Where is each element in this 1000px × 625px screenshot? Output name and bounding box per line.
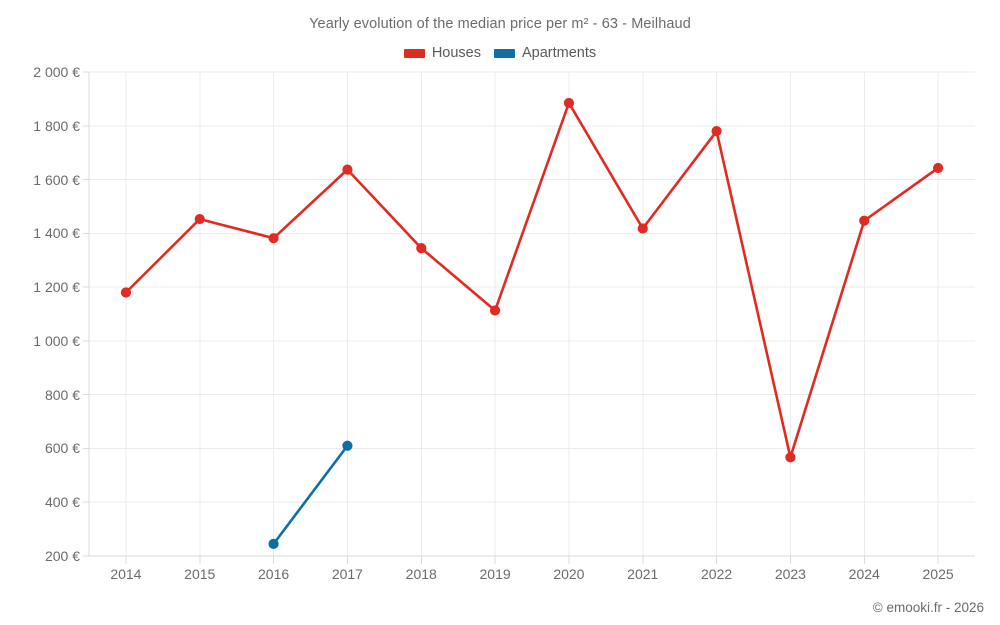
y-axis-tick-label: 200 € — [44, 548, 80, 564]
series-line — [272, 444, 349, 546]
legend-swatch-icon — [494, 48, 515, 58]
y-axis-tick-label: 2 000 € — [33, 64, 80, 80]
legend-item-houses[interactable]: Houses — [403, 45, 481, 61]
data-point[interactable] — [932, 162, 944, 174]
data-point[interactable] — [120, 287, 132, 298]
x-axis-tick-label: 2017 — [331, 566, 363, 582]
data-point[interactable] — [194, 213, 205, 225]
x-axis-tick-label: 2016 — [258, 566, 290, 582]
x-axis-tick-label: 2014 — [110, 566, 142, 582]
data-point[interactable] — [416, 243, 427, 254]
y-axis-tick-label: 800 € — [44, 386, 80, 403]
y-axis-tick-label: 1 400 € — [33, 225, 80, 242]
series-line — [124, 101, 940, 459]
data-point[interactable] — [563, 97, 575, 109]
x-axis-tick-label: 2022 — [701, 566, 733, 582]
x-axis-tick-label: 2024 — [848, 566, 880, 582]
legend-item-label: Houses — [431, 45, 481, 61]
x-axis-tick-label: 2018 — [405, 566, 437, 582]
chart-title: Yearly evolution of the median price per… — [309, 16, 691, 32]
y-axis-tick-label: 1 200 € — [33, 279, 80, 296]
footer-credit: © emooki.fr - 2026 — [872, 600, 984, 615]
y-axis-tick-labels: 2 000 € 1 800 € 1 600 € 1 400 € 1 200 € 1 000… — [0, 0, 80, 625]
y-axis-tick-label: 400 € — [44, 494, 80, 511]
y-axis-tick-label: 1 800 € — [33, 117, 80, 134]
data-point[interactable] — [489, 305, 501, 316]
data-point[interactable] — [859, 215, 870, 226]
series-apartments — [268, 440, 353, 550]
data-point[interactable] — [711, 126, 722, 137]
x-axis-tick-label: 2023 — [774, 566, 806, 582]
data-point[interactable] — [268, 538, 279, 550]
legend-item-label: Apartments — [522, 45, 597, 61]
y-axis-tick-label: 1 600 € — [33, 171, 80, 188]
x-axis-tick-label: 2015 — [184, 566, 216, 582]
data-point[interactable] — [268, 233, 279, 244]
grid-lines — [83, 71, 975, 564]
y-axis-tick-label: 1 000 € — [33, 332, 80, 349]
x-axis-tick-label: 2020 — [553, 566, 585, 582]
data-point[interactable] — [785, 452, 796, 463]
x-axis-tick-label: 2025 — [922, 566, 954, 582]
x-axis-tick-label: 2021 — [627, 566, 659, 582]
legend-item-apartments[interactable]: Apartments — [494, 45, 596, 61]
data-point[interactable] — [342, 440, 353, 451]
data-point[interactable] — [637, 223, 648, 234]
legend-swatch-icon — [403, 48, 425, 58]
series-houses — [120, 97, 944, 463]
chart-legend: Houses Apartments — [0, 45, 1000, 61]
data-point[interactable] — [342, 164, 353, 175]
x-axis-tick-label: 2019 — [479, 566, 511, 582]
y-axis-tick-label: 600 € — [44, 440, 80, 457]
